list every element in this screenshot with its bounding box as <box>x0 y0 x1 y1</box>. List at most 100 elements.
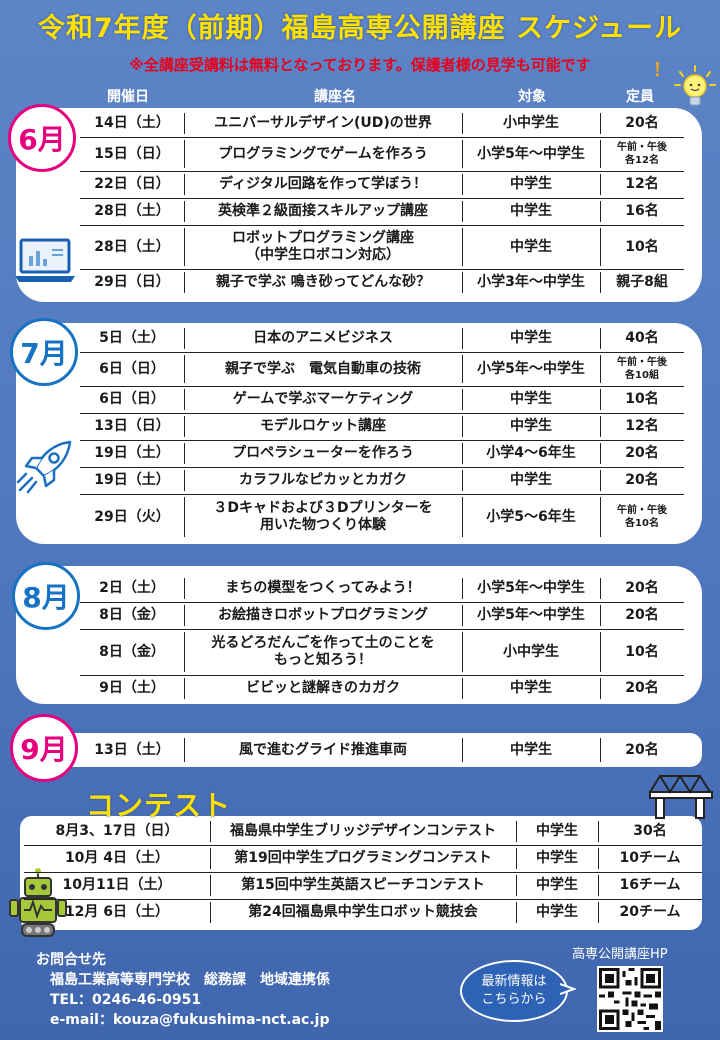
row-target: 小中学生 <box>503 643 559 660</box>
contest-date: 10月 4日（土） <box>64 850 170 866</box>
header-target: 対象 <box>518 89 546 105</box>
column-divider <box>600 605 601 626</box>
contest-target: 中学生 <box>536 850 578 866</box>
row-target: 中学生 <box>510 741 552 758</box>
column-divider <box>462 113 463 134</box>
row-target: 中学生 <box>510 238 552 255</box>
row-date: 6日（日） <box>99 391 165 407</box>
column-divider <box>184 355 185 383</box>
column-divider <box>516 902 517 923</box>
contest-capacity: 20チーム <box>619 904 681 920</box>
table-rule <box>80 629 684 630</box>
contest-name: 第19回中学生プログラミングコンテスト <box>234 850 492 866</box>
row-target: 小学3年～中学生 <box>477 274 585 290</box>
row-course: ゲームで学ぶマーケティング <box>232 391 414 407</box>
month-badge-august: 8月 <box>12 562 80 630</box>
row-date: 2日（土） <box>99 580 165 596</box>
column-divider <box>600 228 601 266</box>
contest-name: 福島県中学生ブリッジデザインコンテスト <box>230 823 496 839</box>
row-course: お絵描きロボットプログラミング <box>218 607 428 623</box>
column-divider <box>184 632 185 672</box>
contest-target: 中学生 <box>536 904 578 920</box>
column-divider <box>598 848 599 869</box>
month-badge-july: 7月 <box>10 318 78 386</box>
column-divider <box>210 875 211 896</box>
column-divider <box>210 848 211 869</box>
contest-target: 中学生 <box>536 823 578 839</box>
table-rule <box>80 137 684 138</box>
row-target: 小学4～6年生 <box>486 445 576 461</box>
exclamation-icon: ！ <box>653 60 671 81</box>
contest-capacity: 16チーム <box>619 877 681 893</box>
contest-date: 12月 6日（土） <box>64 904 170 920</box>
row-date: 5日（土） <box>99 330 165 346</box>
table-rule <box>24 872 702 873</box>
month-badge-june: 6月 <box>8 104 76 172</box>
fee-notice: ※全講座受講料は無料となっております。保護者様の見学も可能です <box>129 56 591 74</box>
column-divider <box>210 902 211 923</box>
column-divider <box>184 201 185 222</box>
row-capacity: 親子8組 <box>616 274 668 290</box>
column-divider <box>184 389 185 410</box>
row-capacity: 16名 <box>625 203 659 219</box>
table-rule <box>80 494 684 495</box>
row-capacity: 午前・午後 各10名 <box>617 505 667 529</box>
column-divider <box>598 902 599 923</box>
column-divider <box>600 355 601 383</box>
column-divider <box>210 821 211 842</box>
column-divider <box>462 443 463 464</box>
column-divider <box>516 875 517 896</box>
row-target: 小学5～6年生 <box>486 508 576 525</box>
row-course: 親子で学ぶ 鳴き砂ってどんな砂？ <box>215 274 431 290</box>
column-divider <box>600 632 601 672</box>
column-divider <box>600 578 601 599</box>
column-divider <box>184 416 185 437</box>
header-date: 開催日 <box>107 89 149 105</box>
row-target: 中学生 <box>510 203 552 219</box>
row-target: 中学生 <box>510 472 552 488</box>
table-rule <box>24 899 702 900</box>
row-course: ３Dキャドおよび３Dプリンターを 用いた物つくり体験 <box>213 500 433 533</box>
qr-code[interactable] <box>597 966 663 1032</box>
contact-block: お問合せ先 福島工業高等専門学校 総務課 地域連携係 TEL：0246-46-0… <box>36 950 330 1030</box>
row-date: 29日（日） <box>94 274 170 290</box>
contact-email[interactable]: e-mail：kouza@fukushima-nct.ac.jp <box>50 1012 330 1028</box>
row-target: 中学生 <box>510 330 552 346</box>
row-capacity: 20名 <box>625 445 659 461</box>
column-divider <box>600 738 601 762</box>
row-date: 15日（日） <box>94 145 170 162</box>
row-capacity: 20名 <box>625 680 659 696</box>
contest-capacity: 30名 <box>633 823 667 839</box>
row-target: 中学生 <box>510 391 552 407</box>
column-divider <box>462 140 463 168</box>
column-divider <box>516 848 517 869</box>
column-divider <box>462 228 463 266</box>
contact-tel: TEL：0246-46-0951 <box>50 992 202 1008</box>
header-capacity: 定員 <box>626 89 654 105</box>
table-rule <box>24 845 702 846</box>
table-rule <box>80 269 684 270</box>
contest-capacity: 10チーム <box>619 850 681 866</box>
column-divider <box>600 470 601 491</box>
column-divider <box>600 174 601 195</box>
column-divider <box>516 821 517 842</box>
table-rule <box>80 198 684 199</box>
robot-icon <box>9 868 67 937</box>
column-divider <box>598 875 599 896</box>
column-divider <box>462 470 463 491</box>
column-divider <box>462 578 463 599</box>
column-divider <box>184 228 185 266</box>
column-divider <box>184 497 185 537</box>
column-divider <box>600 140 601 168</box>
row-date: 28日（土） <box>94 238 170 255</box>
column-divider <box>600 328 601 349</box>
row-date: 19日（土） <box>94 445 170 461</box>
row-target: 小学5年～中学生 <box>477 580 585 596</box>
row-capacity: 10名 <box>625 391 659 407</box>
contest-name: 第24回福島県中学生ロボット競技会 <box>248 904 478 920</box>
column-divider <box>184 140 185 168</box>
column-divider <box>462 389 463 410</box>
qr-code-icon <box>599 968 661 1030</box>
row-course: ロボットプログラミング講座 （中学生ロボコン対応） <box>232 230 414 263</box>
contest-title: コンテスト <box>86 789 232 822</box>
